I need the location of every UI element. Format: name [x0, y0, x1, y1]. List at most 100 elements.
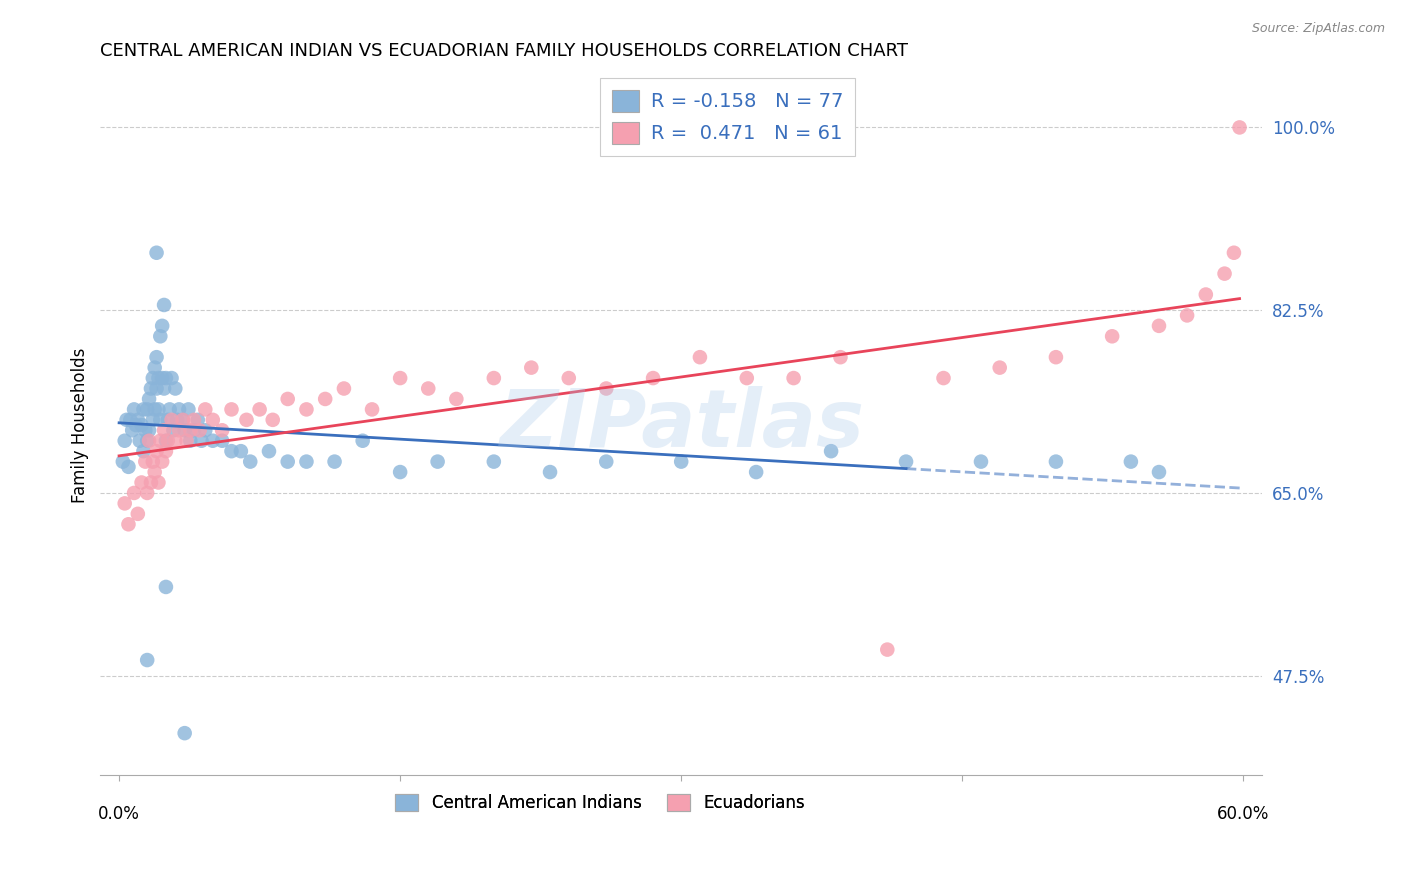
- Point: [277, 455, 299, 469]
- Point: [121, 423, 143, 437]
- Point: [183, 423, 205, 437]
- Point: [149, 413, 172, 427]
- Point: [148, 371, 170, 385]
- Point: [136, 653, 159, 667]
- Point: [136, 402, 159, 417]
- Point: [176, 434, 198, 448]
- Point: [155, 444, 177, 458]
- Point: [173, 726, 195, 740]
- Point: [257, 444, 280, 458]
- Point: [194, 402, 217, 417]
- Point: [142, 413, 165, 427]
- Point: [932, 371, 955, 385]
- Point: [201, 434, 224, 448]
- Point: [150, 371, 173, 385]
- Point: [159, 402, 181, 417]
- Y-axis label: Family Households: Family Households: [72, 347, 89, 503]
- Point: [148, 402, 170, 417]
- Point: [830, 350, 852, 364]
- Text: 0.0%: 0.0%: [98, 805, 141, 823]
- Point: [482, 455, 505, 469]
- Point: [111, 455, 134, 469]
- Point: [520, 360, 543, 375]
- Point: [446, 392, 468, 406]
- Point: [167, 423, 190, 437]
- Point: [127, 413, 149, 427]
- Point: [117, 459, 139, 474]
- Point: [418, 382, 440, 396]
- Point: [156, 413, 179, 427]
- Point: [128, 434, 150, 448]
- Point: [482, 371, 505, 385]
- Point: [134, 455, 156, 469]
- Point: [149, 434, 172, 448]
- Point: [194, 423, 217, 437]
- Point: [149, 329, 172, 343]
- Point: [295, 455, 318, 469]
- Point: [143, 402, 166, 417]
- Point: [735, 371, 758, 385]
- Point: [1119, 455, 1142, 469]
- Point: [1147, 318, 1170, 333]
- Point: [689, 350, 711, 364]
- Point: [167, 402, 190, 417]
- Point: [262, 413, 284, 427]
- Point: [389, 465, 412, 479]
- Point: [143, 360, 166, 375]
- Point: [153, 382, 176, 396]
- Point: [1223, 245, 1246, 260]
- Point: [595, 455, 617, 469]
- Point: [136, 486, 159, 500]
- Point: [172, 413, 194, 427]
- Point: [249, 402, 271, 417]
- Point: [131, 475, 153, 490]
- Point: [155, 580, 177, 594]
- Point: [1045, 350, 1067, 364]
- Point: [127, 507, 149, 521]
- Point: [131, 418, 153, 433]
- Point: [142, 371, 165, 385]
- Point: [1229, 120, 1251, 135]
- Point: [162, 423, 184, 437]
- Point: [145, 245, 167, 260]
- Point: [166, 413, 188, 427]
- Point: [239, 455, 262, 469]
- Point: [782, 371, 804, 385]
- Point: [134, 423, 156, 437]
- Point: [295, 402, 318, 417]
- Point: [145, 350, 167, 364]
- Point: [183, 413, 205, 427]
- Point: [188, 423, 211, 437]
- Text: Source: ZipAtlas.com: Source: ZipAtlas.com: [1251, 22, 1385, 36]
- Point: [156, 434, 179, 448]
- Point: [277, 392, 299, 406]
- Point: [179, 423, 201, 437]
- Point: [148, 475, 170, 490]
- Point: [211, 423, 233, 437]
- Text: CENTRAL AMERICAN INDIAN VS ECUADORIAN FAMILY HOUSEHOLDS CORRELATION CHART: CENTRAL AMERICAN INDIAN VS ECUADORIAN FA…: [100, 42, 908, 60]
- Point: [115, 413, 138, 427]
- Point: [201, 413, 224, 427]
- Point: [538, 465, 561, 479]
- Point: [145, 382, 167, 396]
- Text: ZIPatlas: ZIPatlas: [499, 386, 863, 464]
- Point: [132, 402, 155, 417]
- Point: [1045, 455, 1067, 469]
- Point: [138, 423, 160, 437]
- Point: [1213, 267, 1236, 281]
- Point: [143, 465, 166, 479]
- Point: [153, 298, 176, 312]
- Point: [165, 382, 187, 396]
- Point: [132, 444, 155, 458]
- Point: [160, 413, 183, 427]
- Point: [745, 465, 768, 479]
- Point: [558, 371, 581, 385]
- Point: [179, 434, 201, 448]
- Point: [211, 434, 233, 448]
- Point: [155, 434, 177, 448]
- Point: [970, 455, 993, 469]
- Point: [229, 444, 252, 458]
- Point: [117, 517, 139, 532]
- Point: [314, 392, 336, 406]
- Point: [139, 382, 162, 396]
